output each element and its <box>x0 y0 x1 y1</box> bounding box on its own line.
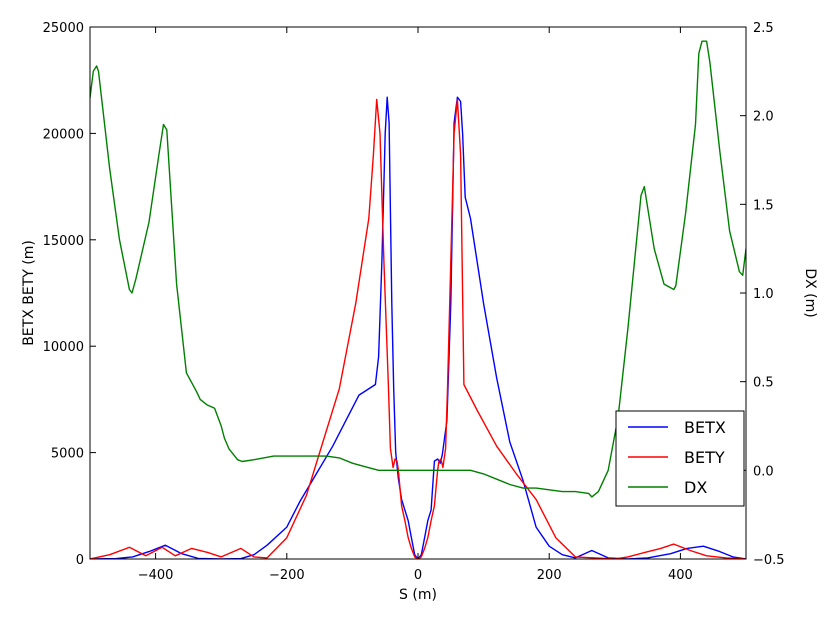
series-line-betx <box>90 96 746 559</box>
ticks-layer: −400 −200 0 200 400 0 5000 10000 15000 20000 25000… <box>43 21 785 583</box>
y2-tick-label: 0.0 <box>753 464 774 479</box>
y-tick-label: 15000 <box>43 234 84 249</box>
x-tick-label: −200 <box>269 568 305 583</box>
x-tick-label: 400 <box>668 568 693 583</box>
x-tick-label: 0 <box>414 568 422 583</box>
y2-tick-label: 0.5 <box>753 376 774 391</box>
y2-tick-label: 2.0 <box>753 110 774 125</box>
y2-axis-label: DX (m) <box>802 268 818 317</box>
y2-tick-label: 1.5 <box>753 198 774 213</box>
y-tick-label: 10000 <box>43 340 84 355</box>
legend: BETX BETY DX <box>615 410 745 507</box>
series-line-dx <box>90 40 746 498</box>
legend-label-betx: BETX <box>684 418 726 437</box>
y-tick-label: 0 <box>76 553 84 568</box>
x-tick-label: −400 <box>138 568 174 583</box>
series-line-bety <box>90 98 746 559</box>
y2-tick-label: 2.5 <box>753 21 774 36</box>
y2-tick-label: −0.5 <box>753 553 785 568</box>
y-tick-label: 5000 <box>51 447 84 462</box>
series-layer <box>90 40 746 559</box>
legend-label-bety: BETY <box>684 448 725 467</box>
legend-label-dx: DX <box>684 478 707 497</box>
y-tick-label: 25000 <box>43 21 84 36</box>
y2-tick-label: 1.0 <box>753 287 774 302</box>
x-axis-label: S (m) <box>399 587 437 603</box>
x-tick-label: 200 <box>537 568 562 583</box>
y-tick-label: 20000 <box>43 127 84 142</box>
y-axis-label: BETX BETY (m) <box>21 240 37 346</box>
